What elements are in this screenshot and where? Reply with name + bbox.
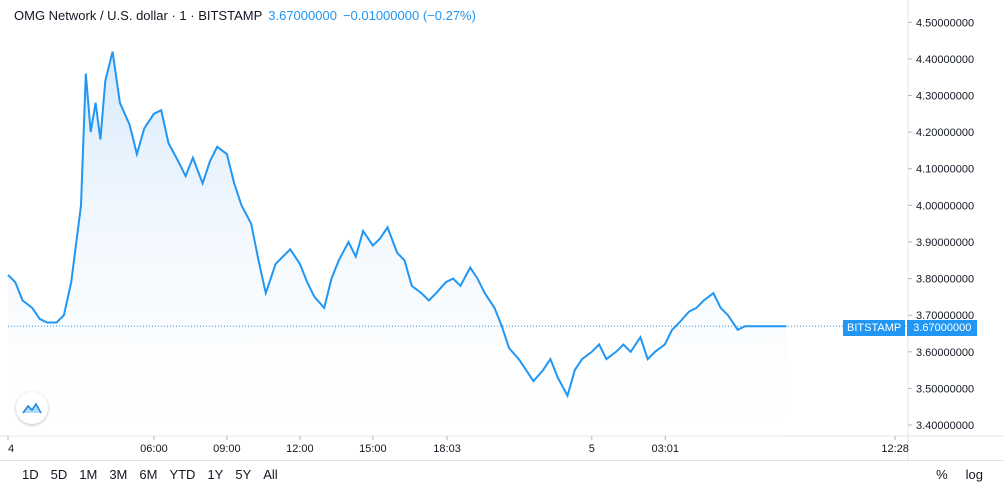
range-1d-button[interactable]: 1D — [22, 466, 39, 482]
time-axis[interactable]: 4 06:00 09:00 12:00 15:00 18:03 5 03:01 12:28 — [7, 436, 909, 455]
x-tick-label: 18:03 — [433, 443, 461, 455]
range-ytd-button[interactable]: YTD — [169, 466, 196, 482]
x-tick-label: 06:00 — [140, 443, 168, 455]
range-selector: 1D 5D 1M 3M 6M YTD 1Y 5Y All — [16, 467, 284, 482]
y-tick-label: 3.60000000 — [916, 347, 974, 359]
symbol-title[interactable]: OMG Network / U.S. dollar · 1 · BITSTAMP — [14, 8, 263, 23]
range-1y-button[interactable]: 1Y — [207, 466, 224, 482]
y-tick-label: 3.90000000 — [916, 237, 974, 249]
x-tick-label: 5 — [589, 443, 595, 455]
current-price-tag: 3.67000000 — [907, 320, 978, 336]
exchange-tag: BITSTAMP — [843, 320, 906, 336]
percent-scale-toggle[interactable]: % — [936, 466, 948, 482]
x-tick-label: 12:28 — [881, 443, 909, 455]
x-tick-label: 15:00 — [359, 443, 387, 455]
range-3m-button[interactable]: 3M — [109, 466, 128, 482]
range-5y-button[interactable]: 5Y — [235, 466, 252, 482]
y-tick-label: 4.30000000 — [916, 91, 974, 103]
scale-tools: % log — [936, 467, 983, 482]
y-tick-label: 4.20000000 — [916, 127, 974, 139]
range-6m-button[interactable]: 6M — [139, 466, 158, 482]
range-all-button[interactable]: All — [263, 466, 278, 482]
log-scale-toggle[interactable]: log — [965, 466, 983, 482]
y-tick-label: 4.40000000 — [916, 54, 974, 66]
y-tick-label: 3.40000000 — [916, 420, 974, 432]
y-tick-label: 3.50000000 — [916, 383, 974, 395]
bottom-toolbar: 1D 5D 1M 3M 6M YTD 1Y 5Y All % log — [0, 460, 1003, 486]
range-5d-button[interactable]: 5D — [50, 466, 68, 482]
chart-header: OMG Network / U.S. dollar · 1 · BITSTAMP… — [14, 8, 476, 23]
x-tick-label: 12:00 — [286, 443, 314, 455]
y-tick-label: 3.80000000 — [916, 274, 974, 286]
y-tick-label: 4.00000000 — [916, 200, 974, 212]
y-tick-label: 4.10000000 — [916, 164, 974, 176]
y-tick-label: 4.50000000 — [916, 17, 974, 29]
y-tick-label: 3.70000000 — [916, 310, 974, 322]
price-axis[interactable]: 4.50000000 4.40000000 4.30000000 4.20000000… — [908, 17, 974, 432]
last-price-value: 3.67000000 — [268, 8, 337, 23]
x-tick-label: 09:00 — [213, 443, 241, 455]
series-area — [8, 51, 787, 436]
price-change-value: −0.01000000 (−0.27%) — [342, 8, 476, 23]
range-1m-button[interactable]: 1M — [79, 466, 98, 482]
x-tick-label: 4 — [8, 443, 14, 455]
price-axis-label: BITSTAMP 3.67000000 — [843, 320, 978, 336]
series-line — [7, 51, 787, 399]
x-tick-label: 03:01 — [651, 443, 679, 455]
tradingview-logo-icon[interactable] — [16, 392, 48, 424]
